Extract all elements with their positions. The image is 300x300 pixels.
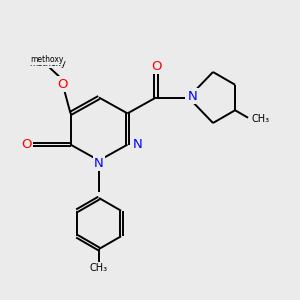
Text: methoxy: methoxy bbox=[30, 58, 66, 68]
Text: CH₃: CH₃ bbox=[252, 114, 270, 124]
Text: N: N bbox=[133, 138, 143, 151]
Text: O: O bbox=[151, 59, 161, 73]
Text: O: O bbox=[58, 77, 68, 91]
Text: methoxy: methoxy bbox=[30, 56, 63, 64]
Text: N: N bbox=[188, 89, 198, 103]
Text: CH₃: CH₃ bbox=[90, 262, 108, 273]
Text: N: N bbox=[94, 157, 104, 170]
Text: O: O bbox=[21, 138, 32, 151]
